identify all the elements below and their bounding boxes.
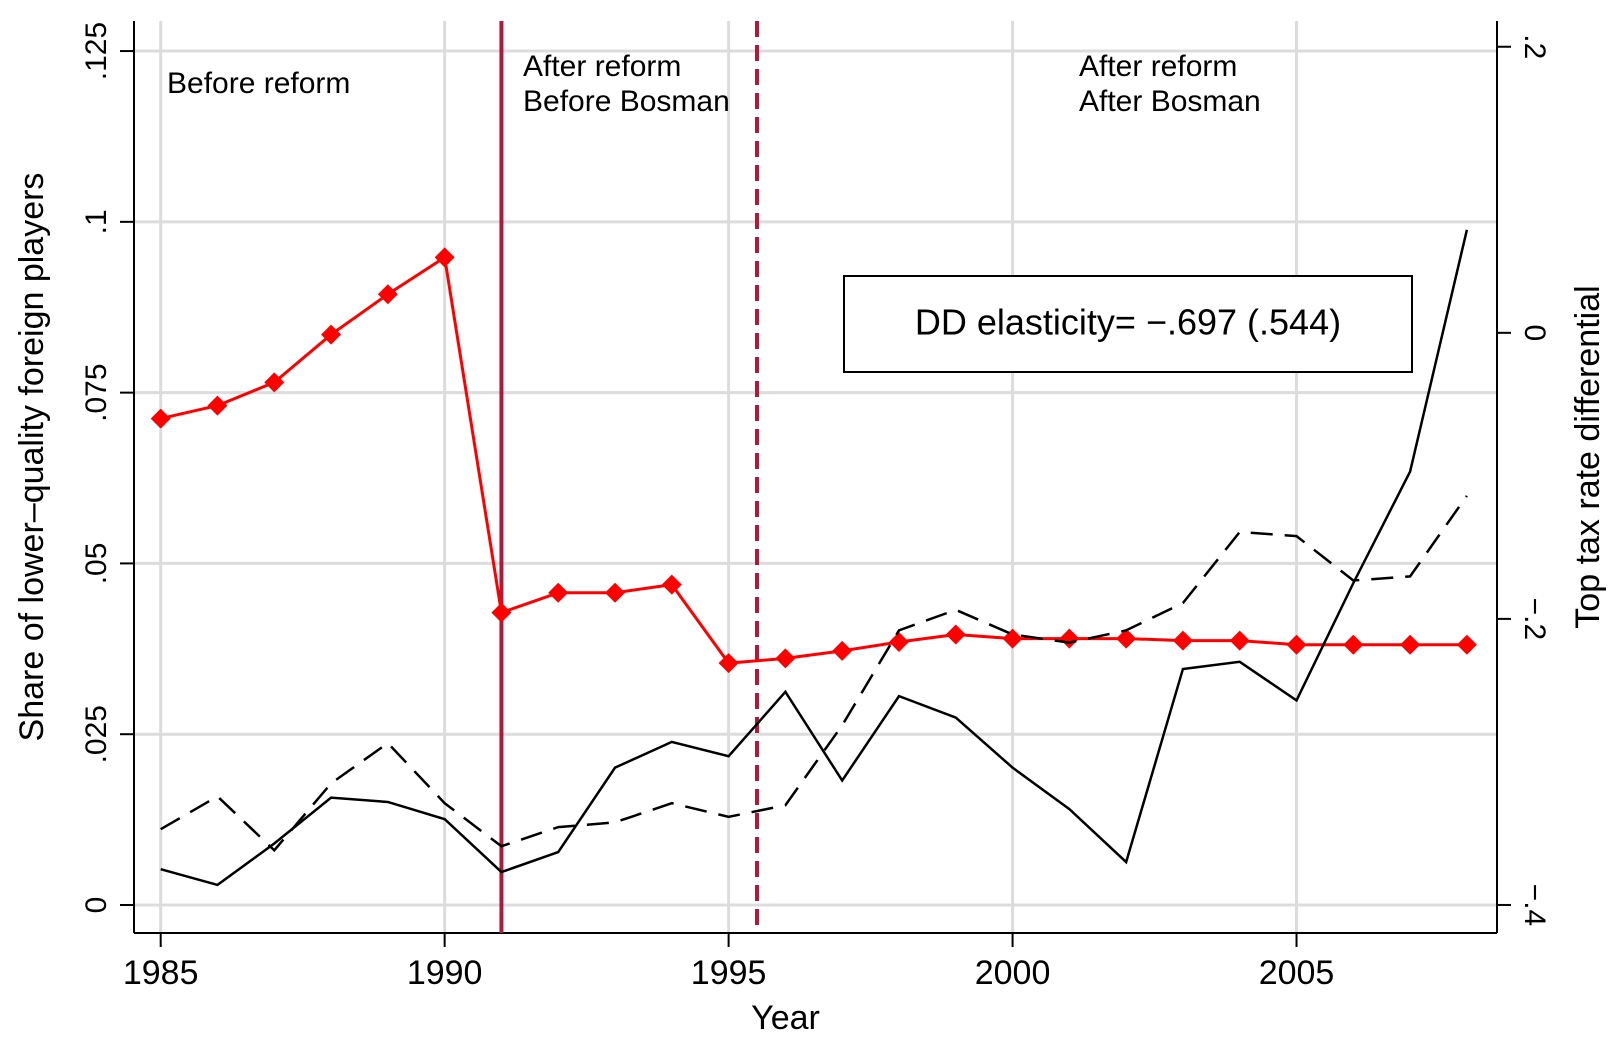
y2-tick-label: .2 — [1518, 34, 1551, 59]
marker — [377, 284, 398, 305]
marker — [718, 653, 739, 674]
marker — [434, 247, 455, 268]
period-label: After Bosman — [1079, 85, 1261, 118]
marker — [1456, 634, 1477, 655]
period-label: Before reform — [167, 67, 350, 100]
y-tick-label: .05 — [80, 543, 113, 585]
y-tick-label: .125 — [80, 22, 113, 80]
x-tick-label: 1990 — [407, 954, 483, 992]
y-tick-label: .1 — [80, 209, 113, 234]
series-line — [160, 229, 1469, 887]
series-line — [160, 254, 1467, 665]
period-label: Before Bosman — [523, 85, 730, 118]
marker — [1286, 634, 1307, 655]
x-tick-label: 1995 — [691, 954, 767, 992]
period-label: After reform — [523, 50, 681, 83]
marker — [491, 602, 512, 623]
marker — [945, 624, 966, 645]
y2-tick-label: 0 — [1518, 324, 1551, 341]
y2-tick-label: −.2 — [1518, 598, 1551, 641]
marker — [775, 648, 796, 669]
x-tick-label: 2000 — [975, 954, 1051, 992]
marker — [264, 372, 285, 393]
box-annotation: DD elasticity= −.697 (.544) — [915, 302, 1341, 343]
marker — [321, 324, 342, 345]
y-tick-label: .075 — [80, 363, 113, 421]
series-line — [160, 495, 1468, 853]
x-tick-label: 1985 — [123, 954, 199, 992]
marker — [150, 408, 171, 429]
y-tick-label: .025 — [80, 705, 113, 763]
marker — [1229, 630, 1250, 651]
y2-axis-label: Top tax rate differential — [1569, 285, 1607, 628]
marker — [661, 574, 682, 595]
annotation-box — [843, 275, 1413, 373]
marker — [1116, 628, 1137, 649]
y-axis-label: Share of lower–quality foreign players — [13, 173, 51, 742]
marker — [1400, 634, 1421, 655]
x-axis-label: Year — [751, 999, 820, 1037]
period-label: After reform — [1079, 50, 1237, 83]
y2-tick-label: −.4 — [1518, 884, 1551, 927]
x-tick-label: 2005 — [1259, 954, 1335, 992]
marker — [888, 631, 909, 652]
marker — [207, 395, 228, 416]
marker — [1343, 634, 1364, 655]
marker — [548, 582, 569, 603]
marker — [832, 640, 853, 661]
marker — [605, 582, 626, 603]
marker — [1059, 628, 1080, 649]
y-tick-label: 0 — [80, 897, 113, 914]
marker — [1172, 630, 1193, 651]
